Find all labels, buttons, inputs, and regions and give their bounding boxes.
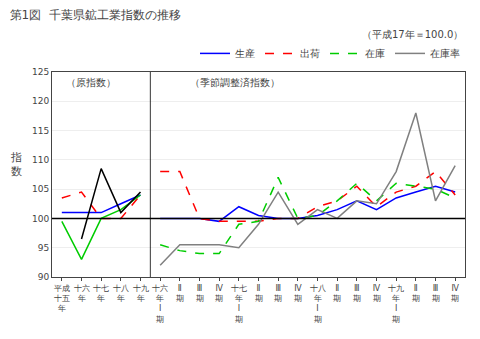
svg-text:Ⅳ期: Ⅳ期 [451,284,459,303]
svg-text:100: 100 [32,214,49,224]
svg-text:十六年Ⅰ期: 十六年Ⅰ期 [152,284,168,324]
svg-text:Ⅳ期: Ⅳ期 [215,284,223,303]
svg-text:十七年Ⅰ期: 十七年Ⅰ期 [231,284,247,324]
svg-text:Ⅲ期: Ⅲ期 [196,284,204,303]
svg-text:出荷: 出荷 [300,48,320,59]
svg-text:Ⅳ期: Ⅳ期 [373,284,381,303]
svg-text:（平成17年＝100.0）: （平成17年＝100.0） [362,29,463,40]
svg-text:十九年: 十九年 [133,284,149,303]
svg-text:Ⅲ期: Ⅲ期 [274,284,282,303]
svg-text:125: 125 [32,67,49,77]
svg-text:十八年Ⅰ期: 十八年Ⅰ期 [310,284,326,324]
svg-text:在庫: 在庫 [365,48,385,59]
svg-text:（原指数）: （原指数） [66,77,116,88]
svg-text:Ⅲ期: Ⅲ期 [353,284,361,303]
svg-text:十八年: 十八年 [113,284,129,303]
svg-text:105: 105 [32,184,49,194]
svg-text:Ⅱ期: Ⅱ期 [412,284,420,303]
svg-text:115: 115 [32,126,49,136]
svg-text:在庫率: 在庫率 [430,48,460,59]
svg-text:90: 90 [38,272,50,282]
svg-text:Ⅳ期: Ⅳ期 [294,284,302,303]
svg-text:Ⅱ期: Ⅱ期 [333,284,341,303]
svg-text:十六年: 十六年 [74,284,90,303]
svg-text:Ⅱ期: Ⅱ期 [176,284,184,303]
svg-text:生産: 生産 [235,48,255,59]
svg-text:95: 95 [38,243,49,253]
svg-text:指数: 指数 [10,151,22,178]
svg-text:平成十五年: 平成十五年 [54,284,70,314]
svg-text:（季節調整済指数）: （季節調整済指数） [190,77,280,88]
svg-text:Ⅲ期: Ⅲ期 [432,284,440,303]
svg-text:十九年Ⅰ期: 十九年Ⅰ期 [388,284,404,324]
svg-text:120: 120 [32,96,49,106]
svg-text:第1図 千葉県鉱工業指数の推移: 第1図 千葉県鉱工業指数の推移 [10,8,181,22]
svg-text:110: 110 [32,155,49,165]
svg-text:Ⅱ期: Ⅱ期 [255,284,263,303]
svg-text:十七年: 十七年 [93,284,109,303]
